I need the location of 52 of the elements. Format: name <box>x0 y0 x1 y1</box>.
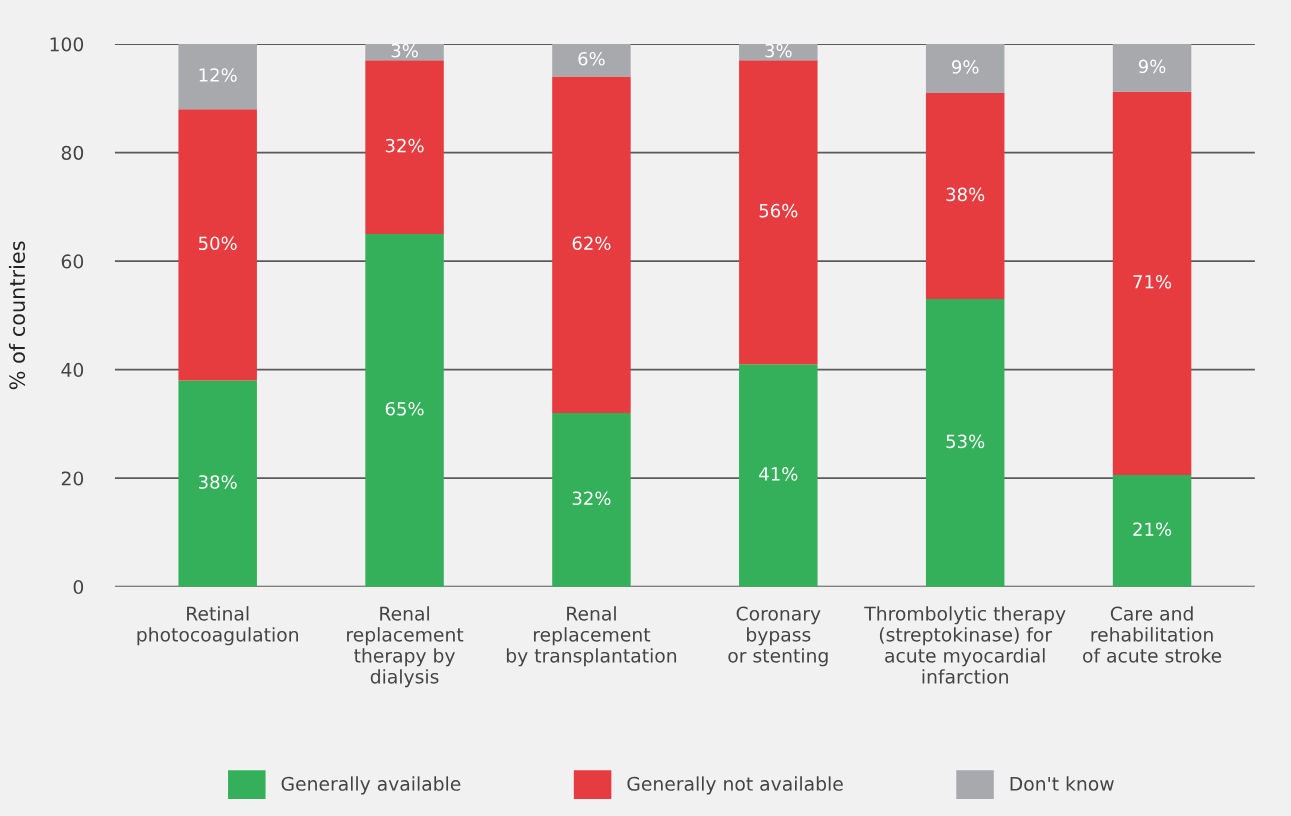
data-label: 53% <box>946 434 985 449</box>
bar <box>178 380 257 587</box>
data-label: 6% <box>578 51 605 66</box>
data-label: 62% <box>572 236 611 251</box>
data-label: 50% <box>199 236 237 251</box>
data-label: 9% <box>952 60 979 74</box>
bar <box>365 233 444 587</box>
x-tick-label: Renal replacement therapy by dialysis <box>347 606 464 688</box>
bar <box>739 44 818 61</box>
data-label: 32% <box>572 491 611 506</box>
y-axis-title: % of countries <box>8 241 26 390</box>
data-label: 3% <box>765 43 792 58</box>
data-label: 3% <box>391 43 418 58</box>
data-label: 38% <box>198 475 237 489</box>
bar <box>552 413 631 587</box>
bar <box>1112 44 1192 92</box>
x-tick-label: Coronary bypass or stenting <box>728 606 828 667</box>
data-label: 65% <box>385 401 424 416</box>
bar <box>925 44 1005 93</box>
x-tick-label: Retinal photocoagulation <box>137 606 298 646</box>
data-label: 12% <box>199 68 237 82</box>
legend-label: Generally available <box>281 776 461 795</box>
legend-label: Don't know <box>1010 776 1114 791</box>
data-label: 38% <box>946 187 985 202</box>
bar <box>925 299 1005 587</box>
y-tick-label: 40 <box>61 362 84 378</box>
y-tick-label: 20 <box>61 471 84 486</box>
bar <box>365 44 444 61</box>
y-tick-label: 100 <box>50 37 84 52</box>
data-label: 41% <box>759 467 798 481</box>
bar <box>1112 91 1192 475</box>
bar <box>178 109 257 381</box>
bar <box>739 364 818 587</box>
bar <box>365 60 444 234</box>
y-tick-label: 60 <box>61 254 84 269</box>
y-tick-label: 0 <box>73 579 84 595</box>
bar <box>552 44 631 77</box>
bar <box>739 60 818 365</box>
data-label: 56% <box>759 203 798 218</box>
data-label: 9% <box>1138 59 1166 74</box>
legend-label: Generally not available <box>627 776 843 795</box>
data-label: 32% <box>385 138 424 153</box>
bar <box>552 76 631 414</box>
data-label: 71% <box>1133 274 1172 289</box>
x-tick-label: Thrombolytic therapy (streptokinase) for acute myocardial infarction <box>864 606 1066 684</box>
bar <box>178 44 257 110</box>
y-tick-label: 80 <box>61 145 84 160</box>
bar <box>1112 474 1192 587</box>
data-label: 21% <box>1133 522 1172 537</box>
bar <box>925 92 1005 300</box>
x-tick-label: Renal replacement by transplantation <box>506 606 677 667</box>
x-tick-label: Care and rehabilitation of acute stroke <box>1083 606 1222 663</box>
